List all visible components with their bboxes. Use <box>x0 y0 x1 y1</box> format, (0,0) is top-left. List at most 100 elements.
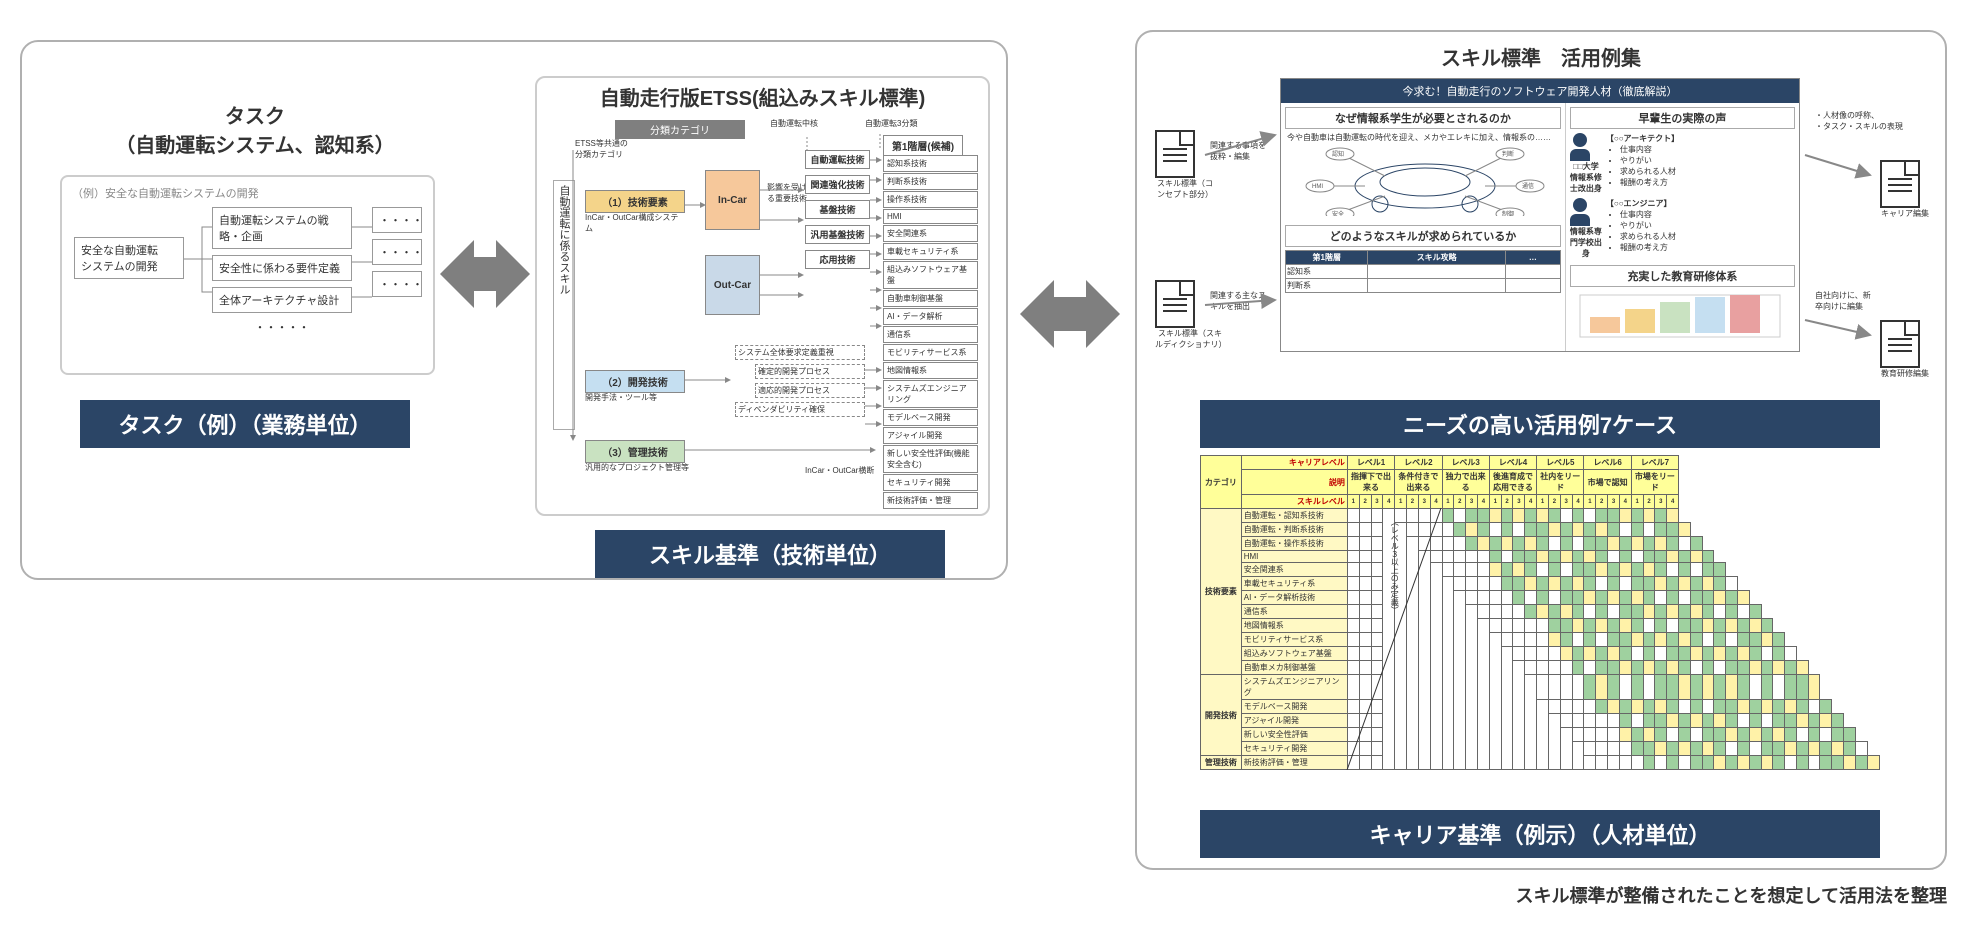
document-icon <box>1880 160 1920 208</box>
right-doc1: キャリア編集 <box>1880 160 1930 219</box>
task-example-box: （例）安全な自動運転システムの開発 安全な自動運転 システムの開発 自動運転シス… <box>60 175 435 375</box>
sec-d: 充実した教育研修体系 <box>1570 265 1795 287</box>
tier1-item: モビリティサービス系 <box>883 344 978 361</box>
dev-2: 適応的開発プロセス <box>755 383 865 398</box>
right-note1b: タスク・スキルの表現 <box>1823 122 1903 131</box>
svg-text:認知: 認知 <box>1332 150 1344 158</box>
sec-a: なぜ情報系学生が必要とされるのか <box>1285 107 1561 129</box>
left-doc2-label: スキル標準（スキルディクショナリ） <box>1155 328 1225 350</box>
person-icon <box>1570 133 1590 161</box>
left-doc1-label: スキル標準（コンセプト部分） <box>1155 178 1215 200</box>
tier1-item: システムズエンジニアリング <box>883 380 978 408</box>
svg-text:判断: 判断 <box>1502 150 1514 158</box>
left-banner: タスク（例）（業務単位） <box>80 400 410 448</box>
three-note: 自動運転3分類 <box>865 118 920 129</box>
cat-2: （2）開発技術 <box>585 370 685 393</box>
tier1-item: HMI <box>883 209 978 224</box>
col-tier1: 第1階層(候補) <box>883 135 963 156</box>
tier1-item: 車載セキュリティ系 <box>883 243 978 260</box>
task-heading: タスク （自動運転システム、認知系） <box>90 100 420 158</box>
role-bullet: 求められる人材 <box>1620 166 1795 177</box>
center-content: 分類カテゴリ 自動運転3分類 第1階層(候補) ETSS等共通の分類カテゴリ 自… <box>545 120 980 500</box>
cat-1-sub: InCar・OutCar構成システム <box>585 212 685 234</box>
cat-2-sub: 開発手法・ツール等 <box>585 392 685 403</box>
right-note1a: 人材像の呼称、 <box>1823 111 1879 120</box>
document-icon <box>1155 280 1195 328</box>
tier1-item: セキュリティ開発 <box>883 474 978 491</box>
tier1-item: 新しい安全性評価(機能安全含む) <box>883 445 978 473</box>
mid-box-2: 基盤技術 <box>805 200 870 219</box>
dev-0: システム全体要求定義重視 <box>735 345 865 360</box>
sec-a-body: 今や自動車は自動運転の時代を迎え、メカやエレキに加え、情報系の…… <box>1285 129 1561 146</box>
matrix-diag-note: （レベル３以上のみ定義） <box>1389 518 1400 760</box>
role-bullet: 仕事内容 <box>1620 209 1795 220</box>
role-bullet: 求められる人材 <box>1620 231 1795 242</box>
sec-c: どのようなスキルが求められているか <box>1285 225 1561 247</box>
mid-box-4: 応用技術 <box>805 250 870 269</box>
tier1-item: 安全関連系 <box>883 225 978 242</box>
task-heading-l2: （自動運転システム、認知系） <box>90 129 420 158</box>
cat-3: （3）管理技術 <box>585 440 685 463</box>
svg-text:HMI: HMI <box>1312 184 1323 190</box>
document-icon <box>1880 320 1920 368</box>
right-doc1-label: キャリア編集 <box>1880 208 1930 219</box>
tier1-item: 自動車制御基盤 <box>883 290 978 307</box>
right-footer: スキル標準が整備されたことを想定して活用法を整理 <box>1135 882 1947 908</box>
role-bullet: 仕事内容 <box>1620 144 1795 155</box>
training-chart-icon <box>1570 287 1795 342</box>
arrow-left-center <box>440 240 530 308</box>
role1: 【○○アーキテクト】 <box>1606 133 1795 144</box>
mid-box-1: 関連強化技術 <box>805 175 870 194</box>
tier1-item: モデルベース開発 <box>883 409 978 426</box>
right-doc2: 教育研修編集 <box>1880 320 1930 379</box>
tier1-item: 操作系技術 <box>883 191 978 208</box>
role-bullet: やりがい <box>1620 155 1795 166</box>
arrow-center-right <box>1020 280 1120 348</box>
doc-title: 今求む！自動走行のソフトウェア開発人材（徹底解説） <box>1281 79 1799 103</box>
center-heading: 自動走行版ETSS(組込みスキル標準) <box>535 82 990 111</box>
col-category: 分類カテゴリ <box>615 120 745 139</box>
diagram-canvas: タスク （自動運転システム、認知系） （例）安全な自動運転システムの開発 安全な… <box>20 20 1947 927</box>
tier1-item: 地図情報系 <box>883 362 978 379</box>
right-heading: スキル標準 活用例集 <box>1135 42 1947 71</box>
tier1-item: 判断系技術 <box>883 173 978 190</box>
tier1-item: 通信系 <box>883 326 978 343</box>
skill-matrix: カテゴリキャリアレベルレベル1レベル2レベル3レベル4レベル5レベル6レベル7説… <box>1200 455 1880 770</box>
tier1-item: 新技術評価・管理 <box>883 492 978 509</box>
document-icon <box>1155 130 1195 178</box>
dev-1: 確定的開発プロセス <box>755 364 865 379</box>
left-doc1: スキル標準（コンセプト部分） <box>1155 130 1215 200</box>
tier1-item: 組込みソフトウェア基盤 <box>883 261 978 289</box>
task-heading-l1: タスク <box>90 100 420 129</box>
right-doc2-label: 教育研修編集 <box>1880 368 1930 379</box>
etss-note: ETSS等共通の分類カテゴリ <box>575 138 630 160</box>
role2-bullets: 仕事内容やりがい求められる人材報酬の考え方 <box>1606 209 1795 253</box>
mid-box-0: 自動運転技術 <box>805 150 870 169</box>
role2: 【○○エンジニア】 <box>1606 198 1795 209</box>
school1: □□大学 情報系修士改出身 <box>1570 161 1602 194</box>
tier1-item: 認知系技術 <box>883 155 978 172</box>
left-doc2-arrow-note: 関連する主なスキルを抽出 <box>1210 290 1272 312</box>
right-note2a: 自社向けに、新 <box>1815 291 1871 300</box>
cat-1: （1）技術要素 <box>585 190 685 213</box>
left-doc1-arrow-note: 関連する事項を抜粋・編集 <box>1210 140 1272 162</box>
cat-3-sub: 汎用的なプロジェクト管理等 <box>585 462 715 473</box>
school2: 情報系専門学校出身 <box>1570 226 1602 259</box>
role-bullet: 報酬の考え方 <box>1620 242 1795 253</box>
footer-note: InCar・OutCar横断 <box>805 465 874 476</box>
dev-3: ディペンダビリティ確保 <box>735 402 865 417</box>
vert-label: 自動運転に係るスキル <box>553 180 575 430</box>
svg-text:通信: 通信 <box>1522 182 1534 190</box>
tier1-item: アジャイル開発 <box>883 427 978 444</box>
right-banner-1: ニーズの高い活用例7ケース <box>1200 400 1880 448</box>
center-banner: スキル基準（技術単位） <box>595 530 945 578</box>
tier1-item: AI・データ解析 <box>883 308 978 325</box>
center-note: 自動運転中核 <box>770 118 820 129</box>
sec-c-table: 第1階層 スキル攻略 … 認知系 判断系 <box>1285 250 1561 293</box>
outcar-box: Out-Car <box>705 255 760 315</box>
sec-b: 早輩生の実際の声 <box>1570 107 1795 129</box>
tier1-column: 認知系技術判断系技術操作系技術HMI安全関連系車載セキュリティ系組込みソフトウェ… <box>883 155 978 509</box>
incar-box: In-Car <box>705 170 760 230</box>
task-connectors <box>62 177 437 377</box>
person-icon <box>1570 198 1590 226</box>
